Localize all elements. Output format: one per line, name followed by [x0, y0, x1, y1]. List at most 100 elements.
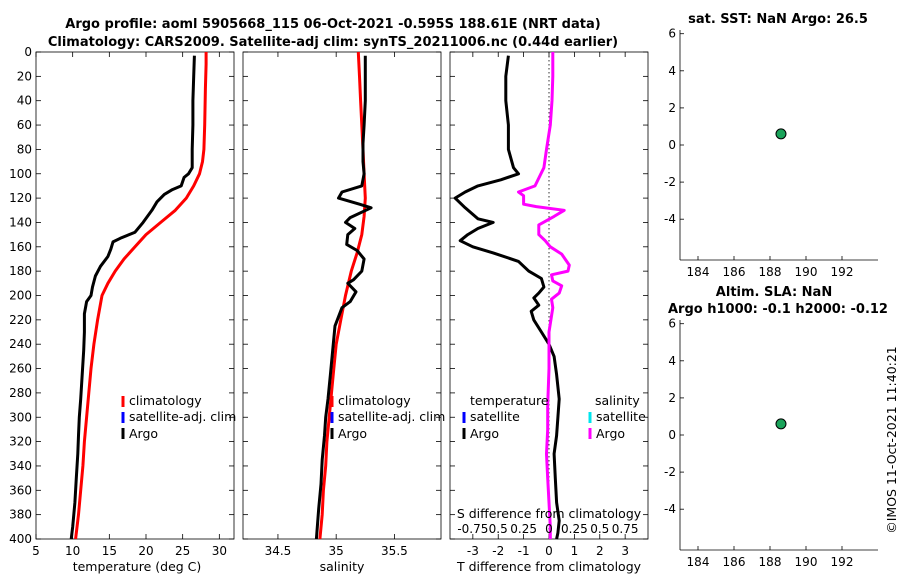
x-tick-label: 0: [545, 544, 553, 558]
argo-position-marker: [775, 418, 787, 430]
y-tick-label: 180: [9, 264, 32, 278]
y-tick-label: 360: [9, 483, 32, 497]
climatology-line: [318, 51, 367, 540]
salinity-legend: climatology satellite-adj. clim Argo: [330, 393, 445, 441]
y-tick-label: 380: [9, 508, 32, 522]
sla-panel-title-line2: Argo h1000: -0.1 h2000: -0.12: [668, 302, 888, 317]
argo-line: [314, 55, 373, 540]
salinity-xlabel: salinity: [320, 559, 365, 574]
y-tick-label: -4: [664, 502, 676, 516]
legend-climatology-label: climatology: [338, 393, 411, 408]
s-diff-tick-label: 0.25: [510, 522, 537, 536]
legend-salinity-heading: salinity: [595, 393, 640, 408]
x-tick-label: 35: [329, 544, 344, 558]
y-tick-label: 260: [9, 362, 32, 376]
difference-legend: temperature salinity satellite Argo sate…: [462, 393, 646, 441]
s-diff-tick-label: 0.75: [612, 522, 639, 536]
y-tick-label: 4: [668, 64, 676, 78]
y-tick-label: 0: [668, 428, 676, 442]
x-tick-label: -1: [518, 544, 530, 558]
y-tick-label: 0: [24, 45, 32, 59]
argo-line: [69, 55, 196, 540]
figure-title-line1: Argo profile: aoml 5905668_115 06-Oct-20…: [65, 17, 600, 32]
temperature-argo-line: [453, 55, 561, 540]
s-diff-tick-label: 0: [545, 522, 553, 536]
y-tick-label: 200: [9, 289, 32, 303]
difference-profile-panel: -3 -2 -1 0 1 2 3-0.75 0.5 0.25 0 0.25 0.5 0.75: [449, 51, 649, 558]
difference-xlabel: T difference from climatology: [456, 559, 642, 574]
x-tick-label: 20: [138, 544, 153, 558]
y-tick-label: 320: [9, 435, 32, 449]
y-tick-label: 60: [17, 118, 32, 132]
y-tick-label: 40: [17, 94, 32, 108]
x-tick-label: 25: [175, 544, 190, 558]
y-tick-label: 4: [668, 354, 676, 368]
x-tick-label: 1: [571, 544, 579, 558]
x-tick-label: 5: [32, 544, 40, 558]
x-tick-label: 35.5: [381, 544, 408, 558]
climatology-line: [74, 52, 208, 540]
difference-top-xlabel: S difference from climatology: [457, 506, 642, 521]
legend-temp-argo-label: Argo: [470, 426, 499, 441]
legend-satellite-label: satellite-adj. clim: [129, 409, 236, 424]
y-tick-label: 300: [9, 410, 32, 424]
x-tick-label: 186: [723, 555, 746, 569]
legend-argo-label: Argo: [338, 426, 367, 441]
x-tick-label: 34.5: [265, 544, 292, 558]
y-tick-label: 2: [668, 391, 676, 405]
legend-temperature-heading: temperature: [470, 393, 549, 408]
salinity-argo-line: [517, 52, 571, 539]
imos-watermark: ©IMOS 11-Oct-2021 11:40:21: [884, 346, 899, 534]
legend-argo-label: Argo: [129, 426, 158, 441]
x-tick-label: 188: [759, 555, 782, 569]
y-tick-label: 6: [668, 27, 676, 41]
y-tick-label: 340: [9, 459, 32, 473]
temperature-profile-panel: 5 10 15 20 25 3002040608010012014016018020022…: [9, 45, 235, 558]
y-tick-label: 120: [9, 191, 32, 205]
y-tick-label: -4: [664, 212, 676, 226]
y-tick-label: 400: [9, 532, 32, 546]
x-tick-label: 2: [596, 544, 604, 558]
y-tick-label: 6: [668, 317, 676, 331]
y-tick-label: 2: [668, 101, 676, 115]
y-tick-label: -2: [664, 175, 676, 189]
x-tick-label: 15: [102, 544, 117, 558]
temperature-xlabel: temperature (deg C): [73, 559, 202, 574]
y-tick-label: 20: [17, 69, 32, 83]
legend-sal-argo-label: Argo: [596, 426, 625, 441]
sst-panel-title: sat. SST: NaN Argo: 26.5: [688, 12, 868, 27]
figure-title-line2: Climatology: CARS2009. Satellite-adj cli…: [48, 35, 618, 50]
sla-position-panel: 6 4 2 0 -2 -4 184 186 188 190 192: [664, 317, 878, 569]
x-tick-label: 3: [621, 544, 629, 558]
x-tick-label: 190: [795, 265, 818, 279]
legend-sal-satellite-label: satellite: [596, 409, 646, 424]
y-tick-label: 240: [9, 337, 32, 351]
salinity-profile-panel: 34.5 35 35.5: [242, 51, 442, 558]
temperature-legend: climatology satellite-adj. clim Argo: [121, 393, 236, 441]
legend-climatology-label: climatology: [129, 393, 202, 408]
x-tick-label: -2: [492, 544, 504, 558]
y-tick-label: -2: [664, 465, 676, 479]
legend-temp-satellite-label: satellite: [470, 409, 520, 424]
y-tick-label: 160: [9, 240, 32, 254]
s-diff-tick-label: 0.5: [489, 522, 508, 536]
argo-position-marker: [775, 128, 787, 140]
salinity-plot-frame: [242, 51, 442, 540]
x-tick-label: 184: [687, 555, 710, 569]
y-tick-label: 0: [668, 138, 676, 152]
x-tick-label: 192: [831, 265, 854, 279]
x-tick-label: 184: [687, 265, 710, 279]
s-diff-tick-label: 0.25: [561, 522, 588, 536]
x-tick-label: 192: [831, 555, 854, 569]
sla-panel-title-line1: Altim. SLA: NaN: [716, 285, 832, 300]
x-tick-label: 30: [212, 544, 227, 558]
y-tick-label: 100: [9, 167, 32, 181]
y-tick-label: 140: [9, 215, 32, 229]
s-diff-tick-label: 0.5: [590, 522, 609, 536]
s-diff-tick-label: -0.75: [457, 522, 488, 536]
y-tick-label: 80: [17, 142, 32, 156]
y-tick-label: 220: [9, 313, 32, 327]
y-tick-label: 280: [9, 386, 32, 400]
x-tick-label: 186: [723, 265, 746, 279]
